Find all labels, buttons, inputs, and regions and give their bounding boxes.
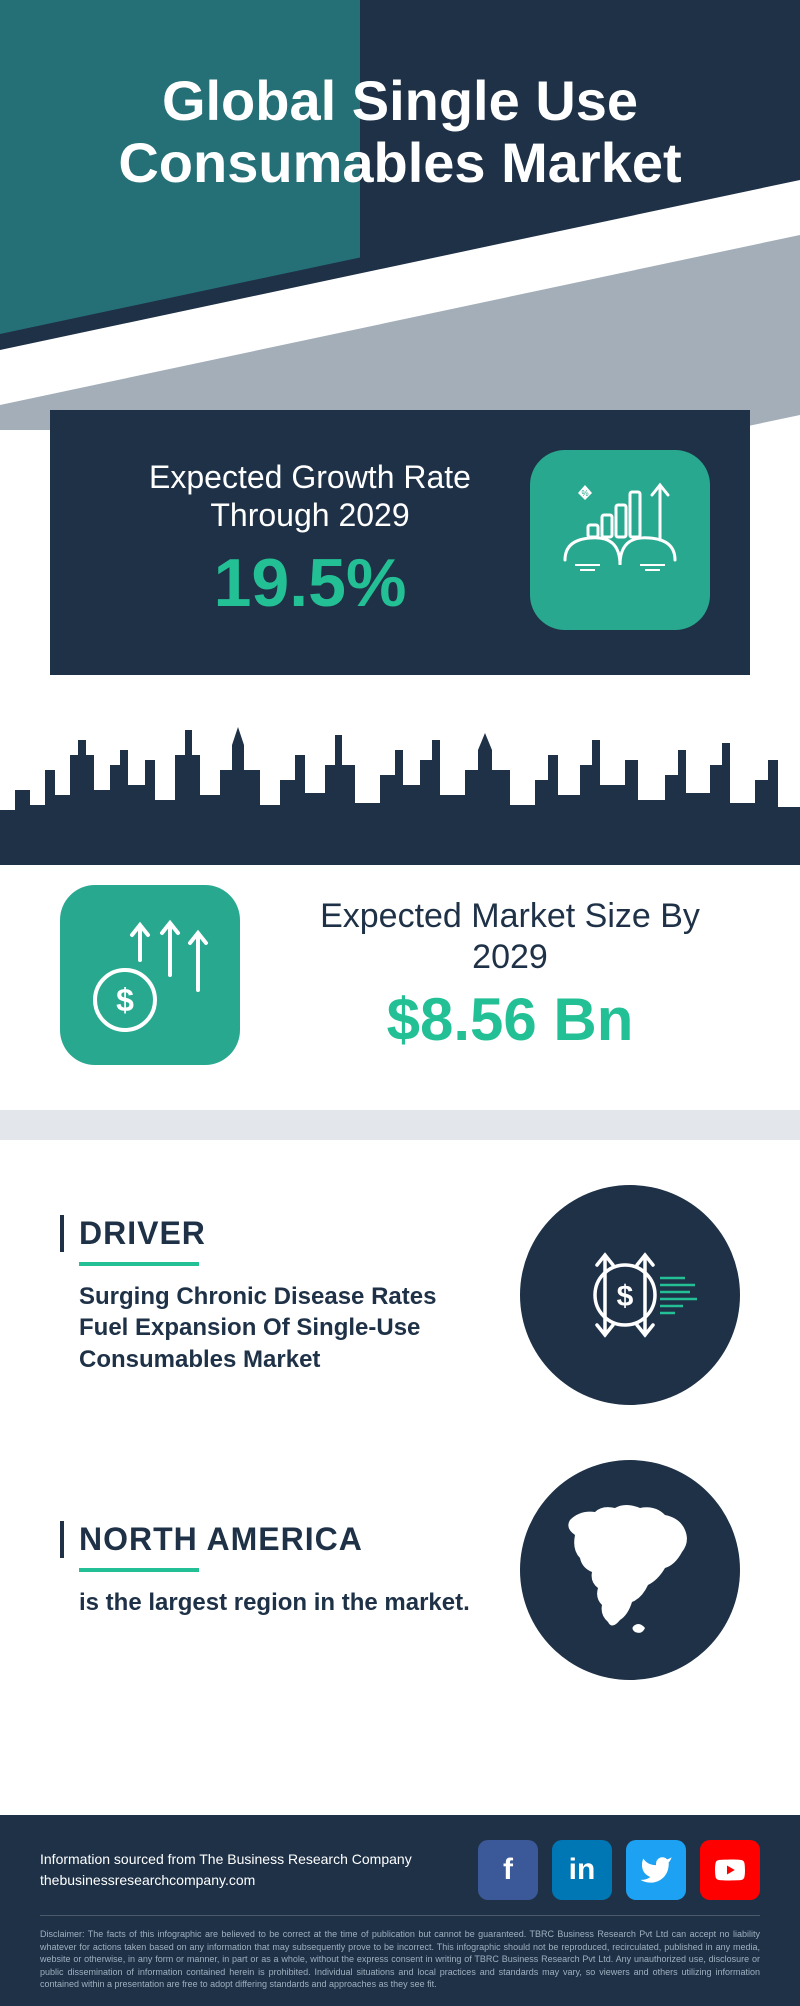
growth-card: Expected Growth Rate Through 2029 19.5% … (50, 410, 750, 675)
social-links: f in (478, 1840, 760, 1900)
dollar-growth-icon: $ (60, 885, 240, 1065)
footer: Information sourced from The Business Re… (0, 1815, 800, 2006)
youtube-icon[interactable] (700, 1840, 760, 1900)
page-title: Global Single Use Consumables Market (0, 70, 800, 193)
market-value: $8.56 Bn (280, 985, 740, 1054)
driver-block: DRIVER Surging Chronic Disease Rates Fue… (0, 1170, 800, 1420)
disclaimer-text: Disclaimer: The facts of this infographi… (40, 1928, 760, 1991)
driver-body: Surging Chronic Disease Rates Fuel Expan… (60, 1281, 480, 1375)
twitter-icon[interactable] (626, 1840, 686, 1900)
region-heading: NORTH AMERICA (60, 1521, 480, 1558)
svg-text:$: $ (116, 982, 134, 1018)
region-body: is the largest region in the market. (60, 1587, 480, 1618)
growth-chart-icon: % (530, 450, 710, 630)
market-size-card: $ Expected Market Size By 2029 $8.56 Bn (0, 865, 800, 1105)
growth-value: 19.5% (90, 544, 530, 622)
svg-text:%: % (581, 489, 588, 498)
hero-banner: Global Single Use Consumables Market (0, 0, 800, 430)
driver-heading: DRIVER (60, 1215, 480, 1252)
linkedin-icon[interactable]: in (552, 1840, 612, 1900)
facebook-icon[interactable]: f (478, 1840, 538, 1900)
market-label: Expected Market Size By 2029 (280, 896, 740, 978)
source-text: Information sourced from The Business Re… (40, 1849, 412, 1891)
region-block: NORTH AMERICA is the largest region in t… (0, 1445, 800, 1695)
svg-text:$: $ (617, 1280, 634, 1313)
divider (0, 1110, 800, 1140)
exchange-icon: $ (520, 1185, 740, 1405)
north-america-map-icon (520, 1460, 740, 1680)
skyline-graphic (0, 715, 800, 865)
growth-label: Expected Growth Rate Through 2029 (90, 458, 530, 535)
